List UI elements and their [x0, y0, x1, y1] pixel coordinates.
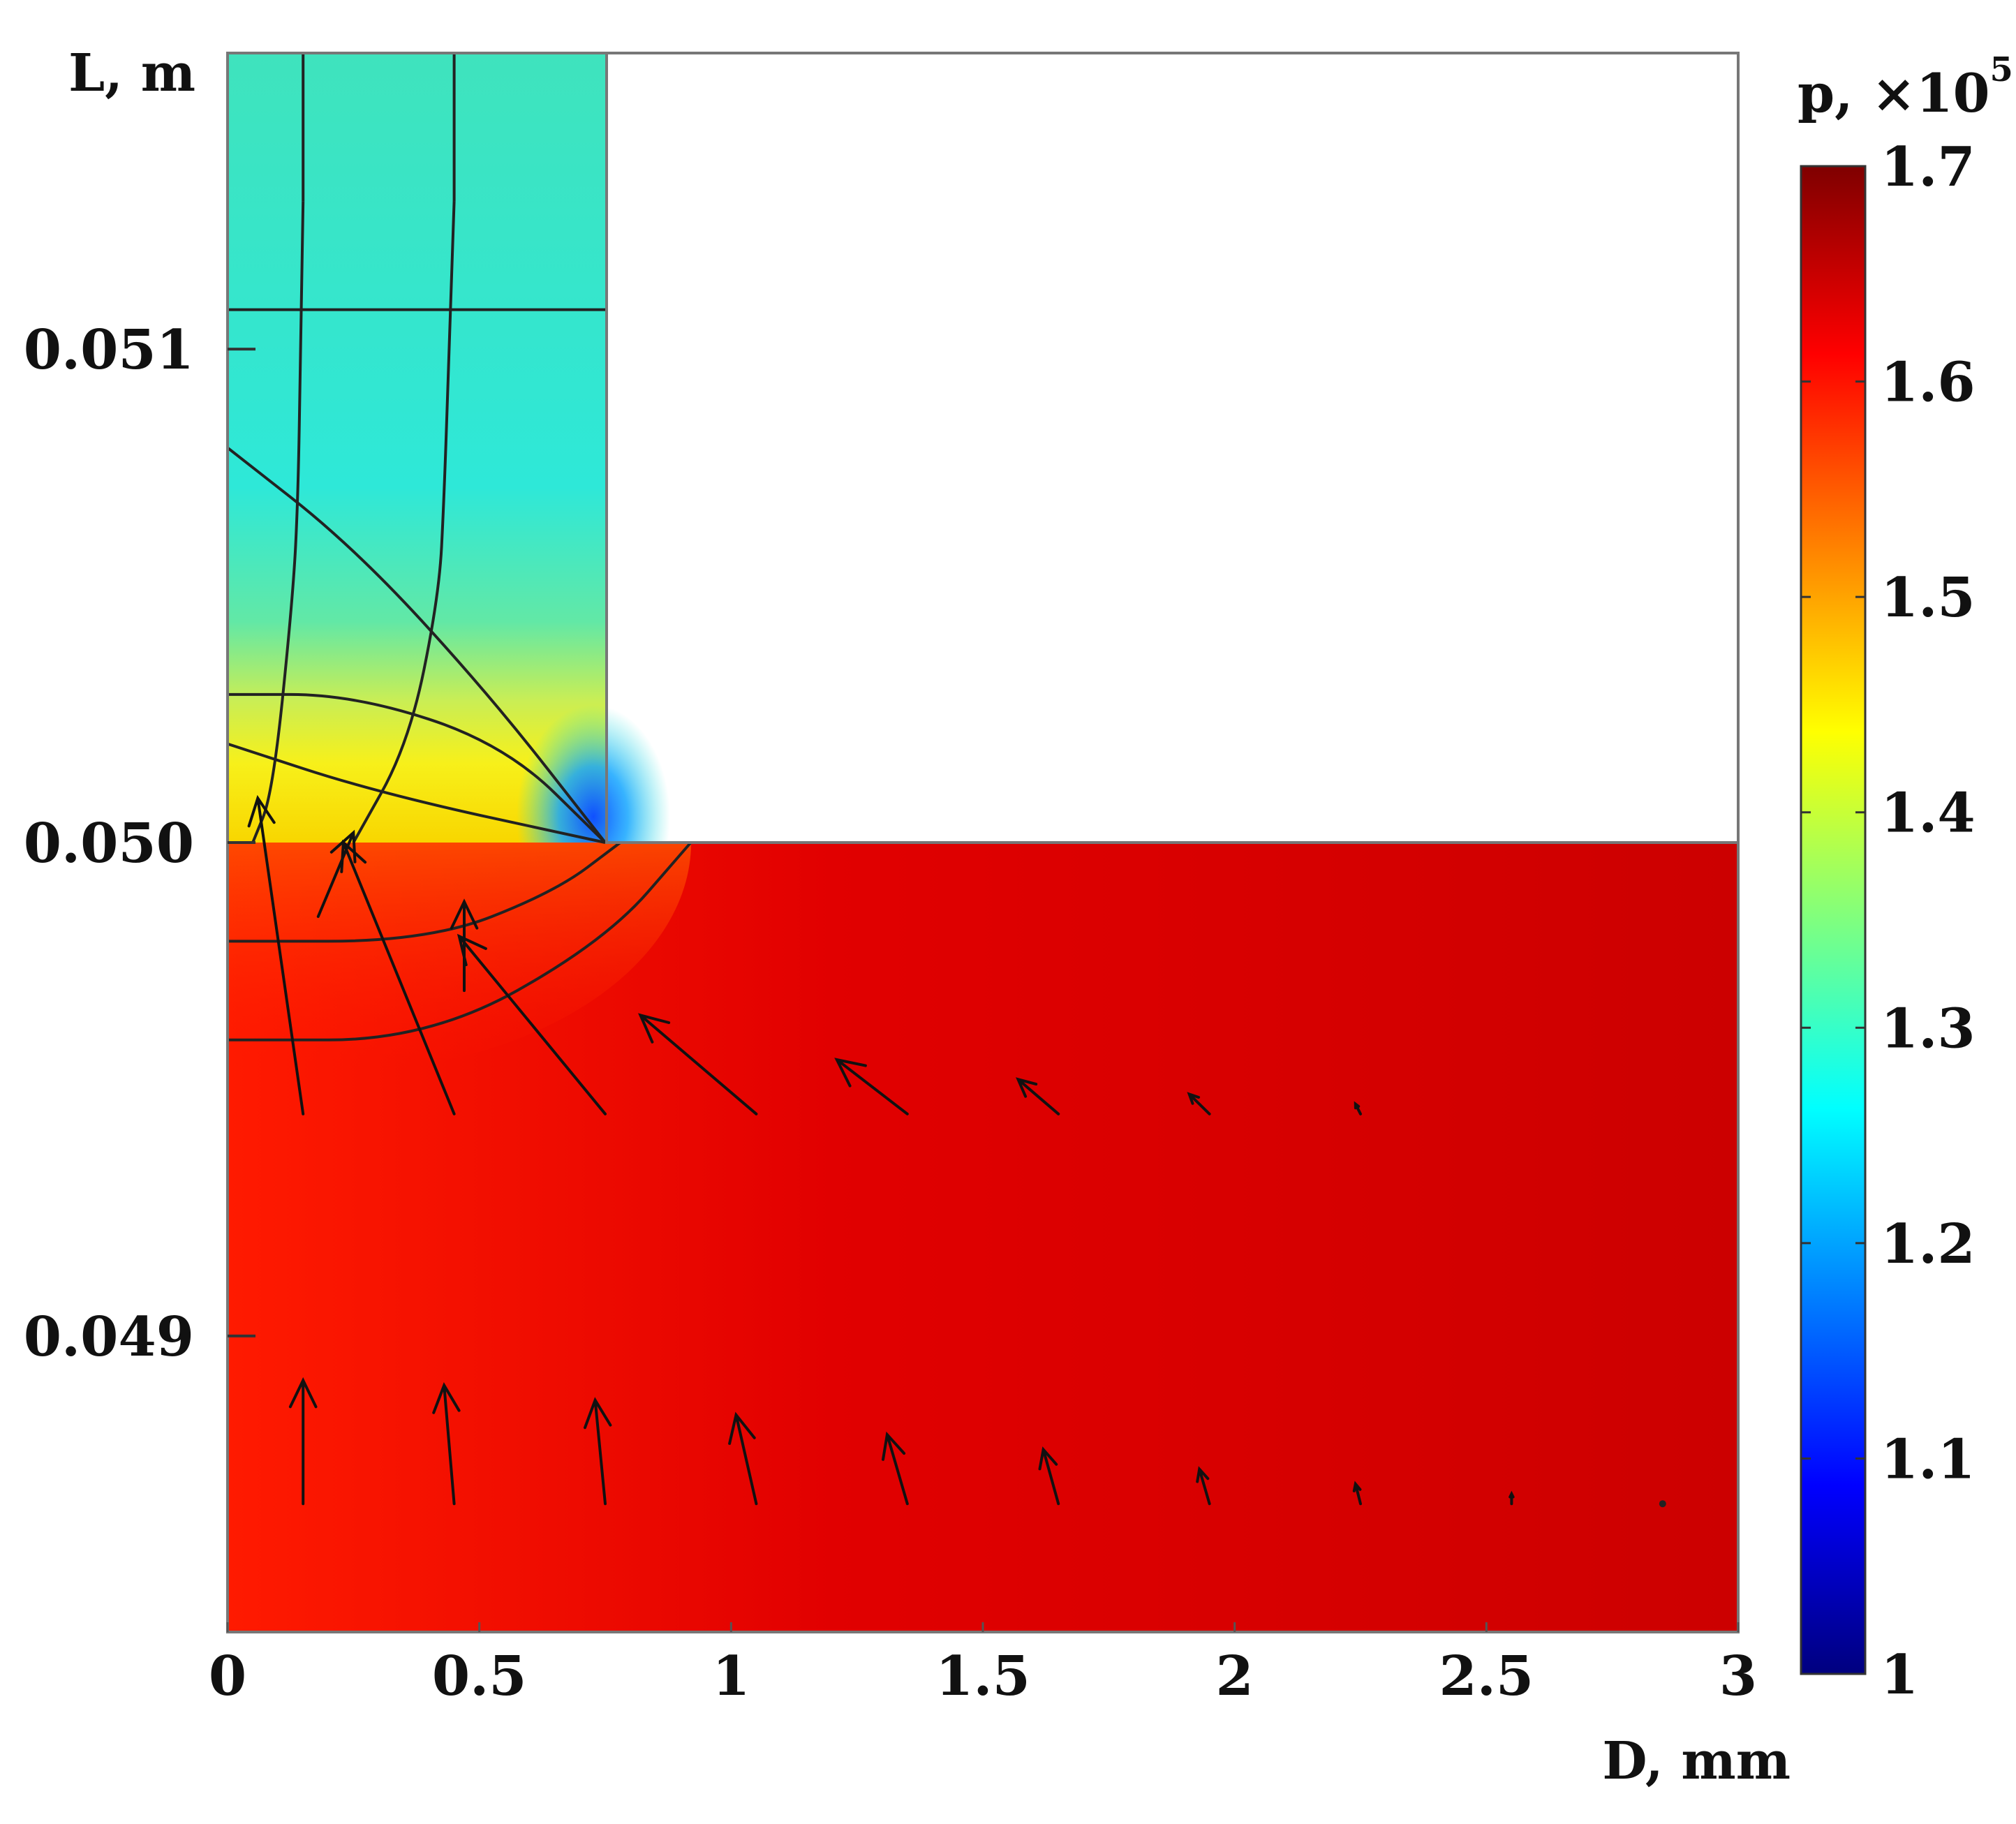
colorbar-tick-label: 1.7	[1881, 135, 1976, 199]
velocity-arrow	[450, 898, 479, 993]
y-tick-label: 0.050	[24, 812, 194, 875]
colorbar-tick-label: 1.3	[1881, 997, 1976, 1060]
x-tick-label: 1.5	[935, 1645, 1030, 1708]
colorbar-tick-label: 1.1	[1881, 1428, 1976, 1491]
velocity-arrow	[432, 1382, 461, 1506]
x-tick-label: 2	[1216, 1645, 1254, 1708]
x-tick-label: 0.5	[432, 1645, 527, 1708]
x-axis-label: D, mm	[1602, 1731, 1791, 1791]
streamline	[251, 201, 305, 843]
velocity-arrow	[882, 1431, 909, 1506]
velocity-arrow	[247, 794, 305, 1115]
contour-line	[228, 742, 606, 844]
velocity-arrow	[584, 1397, 612, 1506]
velocity-arrow	[1187, 1092, 1211, 1115]
colorbar-tick-label: 1	[1881, 1643, 1918, 1707]
velocity-arrow	[288, 1377, 318, 1506]
x-tick-label: 3	[1719, 1645, 1757, 1708]
velocity-arrow	[1016, 1077, 1060, 1115]
velocity-arrow	[1509, 1490, 1515, 1506]
velocity-arrow	[638, 1013, 758, 1115]
colorbar-tick-label: 1.5	[1881, 566, 1976, 630]
colorbar-tick-label: 1.2	[1881, 1213, 1976, 1276]
colorbar-label-text: p, ×10	[1798, 62, 1990, 124]
y-tick-label: 0.051	[24, 318, 194, 382]
velocity-arrow	[1354, 1101, 1362, 1115]
x-axis: 0 0.5 1 1.5 2 2.5 3	[209, 1622, 1757, 1708]
velocity-arrow	[1352, 1481, 1362, 1506]
contour-lines	[228, 308, 692, 1041]
contour-line	[228, 841, 692, 1041]
velocity-arrow	[834, 1058, 909, 1115]
velocity-arrow	[316, 829, 357, 918]
colorbar-label: p, ×105	[1798, 50, 2013, 124]
velocity-arrow	[1196, 1466, 1211, 1506]
colorbar-label-exponent: 5	[1990, 50, 2013, 89]
colorbar-bar	[1800, 165, 1867, 1675]
colorbar-ticks: 1.7 1.6 1.5 1.4 1.3 1.2 1.1 1	[1801, 135, 1976, 1707]
y-tick-label: 0.049	[24, 1305, 194, 1369]
x-tick-label: 1	[712, 1645, 750, 1708]
transition-zone	[228, 843, 691, 1073]
colorbar-tick-label: 1.6	[1881, 351, 1976, 415]
velocity-arrow	[1038, 1446, 1060, 1506]
velocity-arrow	[1659, 1500, 1666, 1508]
colorbar-tick-label: 1.4	[1881, 782, 1976, 845]
contour-line	[228, 446, 607, 844]
streamline	[352, 201, 456, 843]
velocity-arrow	[728, 1411, 758, 1506]
y-axis-label: L, m	[68, 43, 195, 103]
channel-region	[228, 53, 607, 843]
y-axis: 0.051 0.050 0.049	[24, 318, 255, 1369]
streamlines	[251, 53, 456, 843]
velocity-arrows	[247, 794, 1666, 1508]
colorbar: p, ×105 1.7 1.6 1.5 1.4 1.3 1.2 1.1 1	[1798, 50, 2013, 1707]
x-tick-label: 2.5	[1439, 1645, 1534, 1708]
contour-line	[228, 841, 621, 943]
x-tick-label: 0	[209, 1645, 246, 1708]
contour-line	[228, 692, 607, 844]
